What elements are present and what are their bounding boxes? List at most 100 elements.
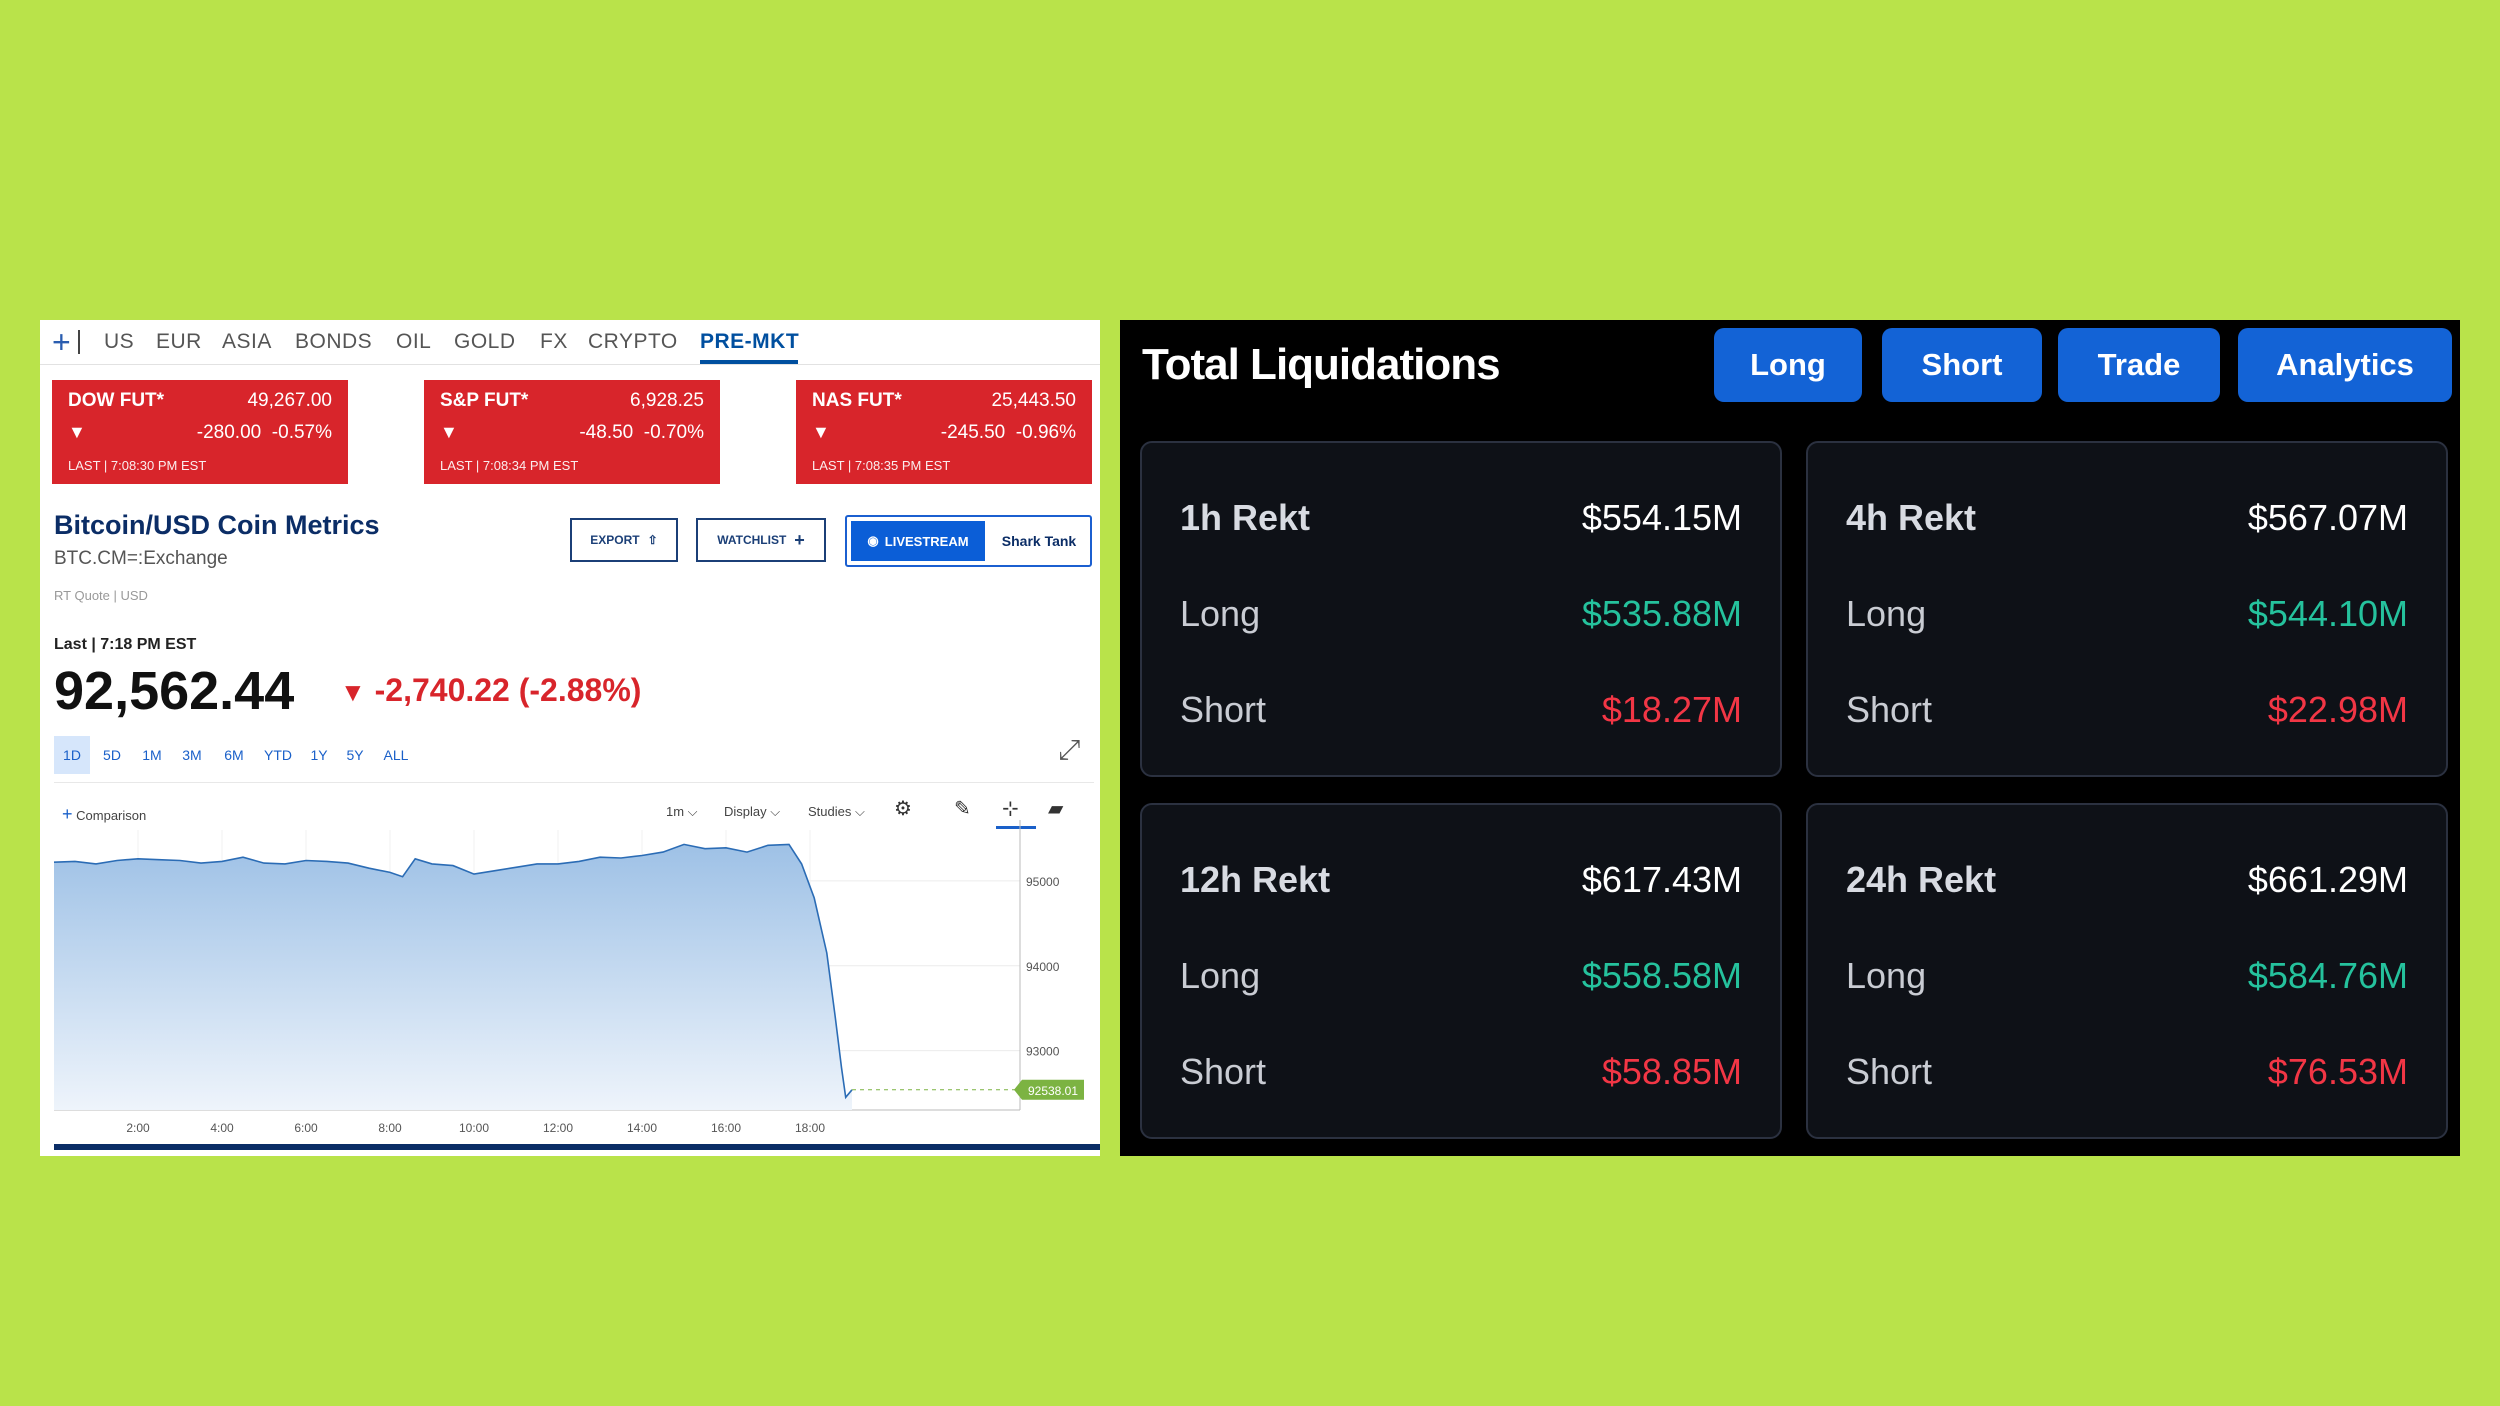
range-1y[interactable]: 1Y — [310, 747, 328, 763]
live-toggle: ◉ LIVESTREAM Shark Tank — [845, 515, 1092, 567]
x-tick-label: 14:00 — [627, 1121, 657, 1135]
gear-icon[interactable]: ⚙ — [894, 798, 912, 820]
export-icon: ⇧ — [647, 533, 658, 547]
card-label: 24h Rekt — [1846, 859, 1997, 900]
toolbar-divider — [54, 782, 1094, 783]
down-arrow-icon: ▼ — [440, 422, 458, 442]
range-ytd[interactable]: YTD — [264, 747, 292, 763]
expand-icon[interactable]: ⤢ — [1058, 734, 1081, 765]
quote-change: ▼ -2,740.22 (-2.88%) — [340, 672, 641, 709]
livestream-label: LIVESTREAM — [884, 533, 969, 549]
nav-item-us[interactable]: US — [104, 330, 135, 353]
comment-icon[interactable]: ▰ — [1048, 798, 1064, 820]
card-total: $567.07M — [2247, 497, 2408, 538]
nav-item-crypto[interactable]: CRYPTO — [588, 330, 678, 353]
studies-select[interactable]: Studies ⌵ — [808, 804, 865, 819]
futures-last-time: LAST | 7:08:34 PM EST — [440, 458, 579, 473]
nav-divider — [78, 330, 80, 354]
tab-short[interactable]: Short — [1882, 328, 2042, 402]
card-total: $617.43M — [1581, 859, 1742, 900]
range-1d[interactable]: 1D — [54, 736, 90, 774]
long-label: Long — [1846, 593, 1927, 634]
watchlist-button[interactable]: WATCHLIST + — [696, 518, 826, 562]
quote-price: 92,562.44 — [54, 661, 295, 721]
nav-item-gold[interactable]: GOLD — [454, 330, 516, 353]
price-chart[interactable]: 95000 94000 93000 2:00 4:00 6:00 8:00 10:00 12:0… — [40, 320, 1100, 1156]
x-tick-label: 12:00 — [543, 1121, 573, 1135]
down-arrow-icon: ▼ — [812, 422, 830, 442]
tab-analytics[interactable]: Analytics — [2238, 328, 2452, 402]
nav-item-bonds[interactable]: BONDS — [295, 330, 373, 353]
short-label: Short — [1846, 689, 1933, 730]
x-tick-label: 4:00 — [210, 1121, 234, 1135]
x-tick-label: 16:00 — [711, 1121, 741, 1135]
last-update-label: Last | 7:18 PM EST — [54, 636, 197, 653]
quote-change-value: -2,740.22 (-2.88%) — [374, 672, 642, 708]
range-6m[interactable]: 6M — [224, 747, 244, 763]
range-5y[interactable]: 5Y — [346, 747, 364, 763]
long-label: Long — [1180, 955, 1261, 996]
interval-select[interactable]: 1m ⌵ — [666, 804, 698, 819]
futures-tile-nas[interactable]: NAS FUT* 25,443.50 ▼ -245.50 -0.96% LAST… — [796, 380, 1092, 484]
nav-item-oil[interactable]: OIL — [396, 330, 432, 353]
nav-item-pre-mkt[interactable]: PRE-MKT — [700, 330, 800, 353]
watchlist-label: WATCHLIST — [717, 533, 787, 547]
tab-long[interactable]: Long — [1714, 328, 1862, 402]
futures-change: -280.00 -0.57% — [196, 422, 332, 443]
futures-last-time: LAST | 7:08:35 PM EST — [812, 458, 951, 473]
y-tick-label: 93000 — [1026, 1045, 1060, 1059]
last-price-marker — [1014, 1079, 1084, 1100]
short-label: Short — [1180, 1051, 1267, 1092]
export-label: EXPORT — [590, 533, 640, 547]
futures-value: 49,267.00 — [247, 390, 332, 411]
range-1m[interactable]: 1M — [142, 747, 162, 763]
display-select[interactable]: Display ⌵ — [724, 804, 781, 819]
radio-icon: ◉ — [867, 533, 879, 548]
x-tick-label: 2:00 — [126, 1121, 150, 1135]
futures-value: 25,443.50 — [991, 390, 1076, 411]
futures-name: DOW FUT* — [68, 390, 165, 411]
futures-tile-dow[interactable]: DOW FUT* 49,267.00 ▼ -280.00 -0.57% LAST… — [52, 380, 348, 484]
range-5d[interactable]: 5D — [103, 747, 121, 763]
futures-value: 6,928.25 — [630, 390, 704, 411]
add-icon[interactable]: + — [52, 324, 71, 360]
short-value: $76.53M — [2267, 1051, 2408, 1092]
liquidations-title: Total Liquidations — [1142, 340, 1501, 389]
futures-name: S&P FUT* — [440, 390, 529, 411]
quote-title: Bitcoin/USD Coin Metrics — [54, 510, 380, 540]
futures-name: NAS FUT* — [812, 390, 902, 411]
range-all[interactable]: ALL — [383, 747, 409, 763]
card-total: $661.29M — [2247, 859, 2408, 900]
nav-item-eur[interactable]: EUR — [156, 330, 202, 353]
short-label: Short — [1846, 1051, 1933, 1092]
x-tick-label: 18:00 — [795, 1121, 825, 1135]
shark-tank-button[interactable]: Shark Tank — [1001, 533, 1077, 549]
y-tick-label: 94000 — [1026, 960, 1060, 974]
livestream-button[interactable]: ◉ LIVESTREAM — [851, 521, 985, 561]
nav-item-asia[interactable]: ASIA — [222, 330, 272, 353]
x-tick-label: 8:00 — [378, 1121, 402, 1135]
long-label: Long — [1846, 955, 1927, 996]
crosshair-icon[interactable]: ⊹ — [1002, 798, 1019, 820]
comparison-button[interactable]: + Comparison — [62, 804, 147, 824]
card-label: 12h Rekt — [1180, 859, 1331, 900]
short-value: $58.85M — [1601, 1051, 1742, 1092]
futures-tile-sp[interactable]: S&P FUT* 6,928.25 ▼ -48.50 -0.70% LAST |… — [424, 380, 720, 484]
plus-icon: + — [794, 529, 805, 550]
quote-symbol: BTC.CM=:Exchange — [54, 548, 228, 569]
short-value: $22.98M — [2267, 689, 2408, 730]
export-button[interactable]: EXPORT ⇧ — [570, 518, 678, 562]
nav-item-fx[interactable]: FX — [540, 330, 568, 353]
tab-trade[interactable]: Trade — [2058, 328, 2220, 402]
y-tick-label: 95000 — [1026, 875, 1060, 889]
long-value: $584.76M — [2247, 955, 2408, 996]
range-3m[interactable]: 3M — [182, 747, 202, 763]
pencil-icon[interactable]: ✎ — [954, 798, 971, 820]
rekt-card-24h: 24h Rekt $661.29M Long $584.76M Short $76.5… — [1806, 803, 2448, 1139]
card-label: 4h Rekt — [1846, 497, 1977, 538]
price-area — [54, 844, 852, 1110]
last-price-label: 92538.01 — [1028, 1084, 1078, 1098]
rekt-card-4h: 4h Rekt $567.07M Long $544.10M Short $22.98… — [1806, 441, 2448, 777]
card-total: $554.15M — [1581, 497, 1742, 538]
scroll-bar[interactable] — [54, 1144, 1100, 1150]
